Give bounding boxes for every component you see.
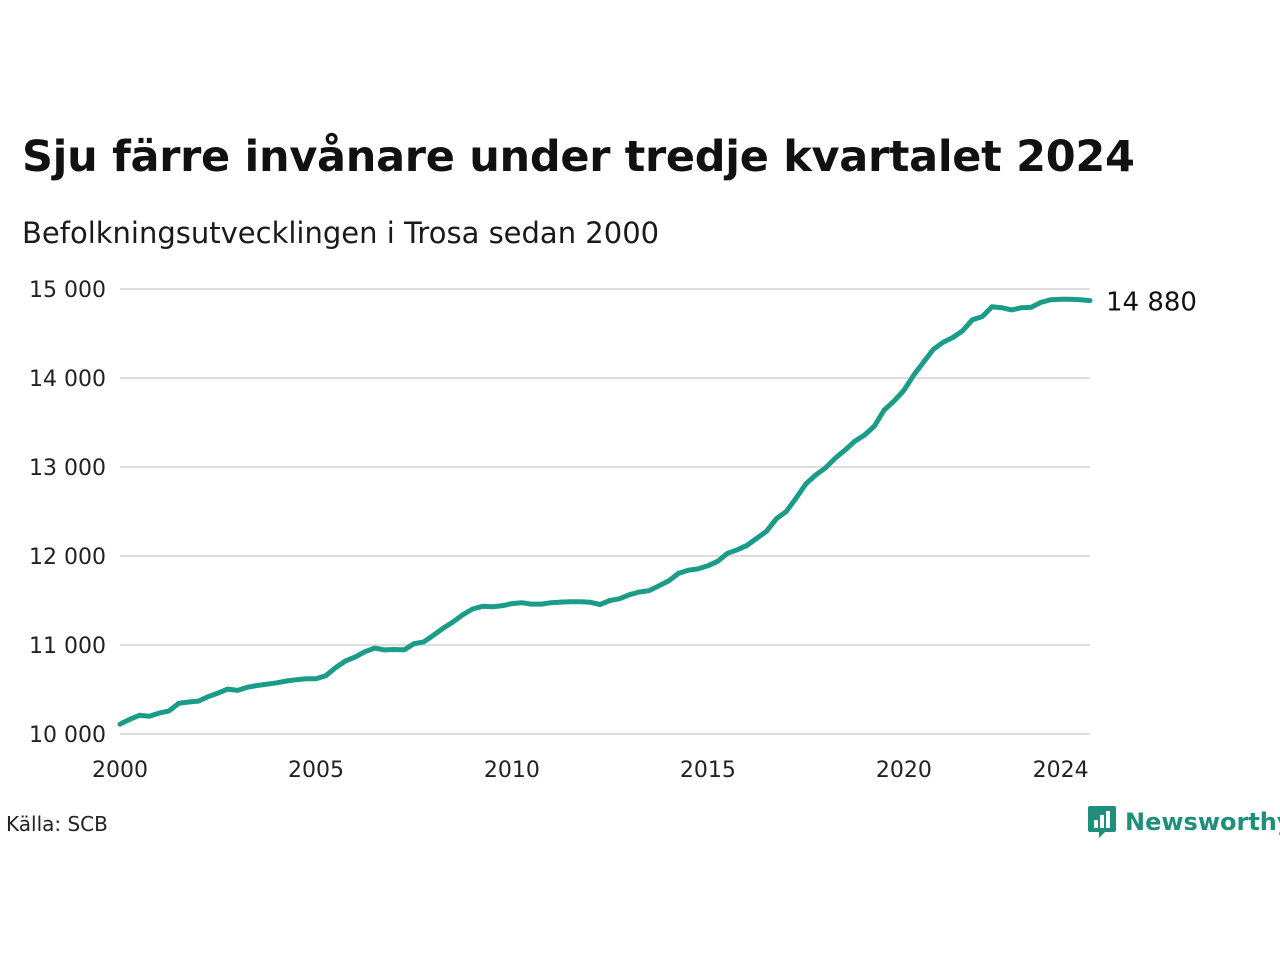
x-tick-label: 2000 — [92, 758, 148, 783]
x-tick-label: 2015 — [680, 758, 736, 783]
y-tick-label: 11 000 — [29, 634, 106, 659]
x-tick-label: 2020 — [876, 758, 932, 783]
x-axis-tick-labels: 2000 2005 2010 2015 2020 2024 — [92, 758, 1089, 783]
y-tick-label: 14 000 — [29, 367, 106, 392]
chart-subtitle: Befolkningsutvecklingen i Trosa sedan 20… — [22, 216, 660, 250]
series-line — [117, 296, 1093, 727]
y-tick-label: 15 000 — [29, 278, 106, 303]
grid-lines — [120, 288, 1090, 735]
y-tick-label: 13 000 — [29, 456, 106, 481]
brand-name: Newsworthy — [1125, 808, 1280, 836]
end-label-layer: 14 880 — [1106, 288, 1197, 318]
series-layer — [117, 296, 1093, 727]
end-value-label: 14 880 — [1106, 288, 1197, 318]
x-tick-label: 2024 — [1033, 758, 1089, 783]
brand-logo: Newsworthy — [1087, 804, 1280, 840]
chart-title: Sju färre invånare under tredje kvartale… — [22, 132, 1135, 182]
source-note: Källa: SCB — [6, 812, 108, 836]
newsworthy-logo-icon — [1088, 806, 1116, 838]
x-tick-label: 2010 — [484, 758, 540, 783]
y-tick-label: 10 000 — [29, 723, 106, 748]
x-tick-label: 2005 — [288, 758, 344, 783]
y-axis-tick-labels: 10 000 11 000 12 000 13 000 14 000 15 000 — [29, 278, 106, 748]
y-tick-label: 12 000 — [29, 545, 106, 570]
